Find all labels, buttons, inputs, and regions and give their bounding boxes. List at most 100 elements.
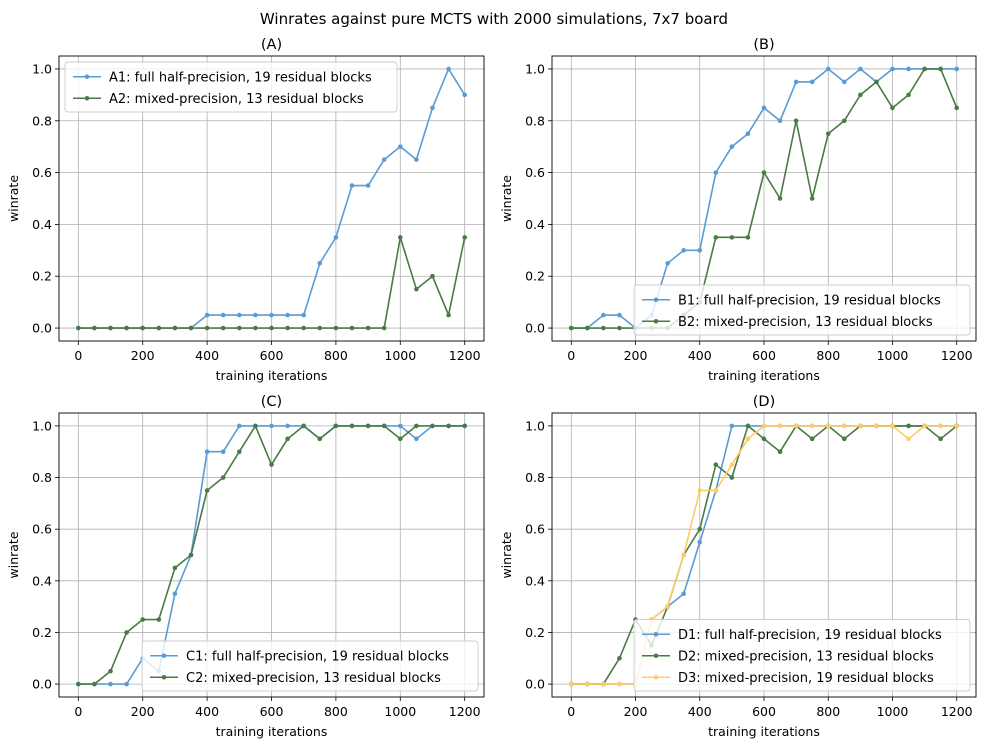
data-point xyxy=(922,423,927,429)
x-tick-label: 800 xyxy=(816,348,840,363)
x-tick-label: 0 xyxy=(74,348,82,363)
data-point xyxy=(568,325,574,331)
data-point xyxy=(253,423,258,429)
data-point xyxy=(858,66,863,72)
x-tick-label: 1000 xyxy=(384,704,416,719)
data-point xyxy=(269,312,274,318)
legend-label: C1: full half-precision, 19 residual blo… xyxy=(186,649,449,664)
data-point xyxy=(777,423,783,429)
y-tick-label: 0.4 xyxy=(32,573,52,588)
data-point xyxy=(825,131,831,137)
data-point xyxy=(761,423,767,429)
legend-marker xyxy=(653,653,659,659)
legend-label: A1: full half-precision, 19 residual blo… xyxy=(109,70,372,85)
data-point xyxy=(414,423,419,429)
legend-label: B1: full half-precision, 19 residual blo… xyxy=(678,293,941,308)
data-point xyxy=(601,325,606,331)
y-tick-label: 0.8 xyxy=(32,470,52,485)
data-point xyxy=(430,273,435,279)
data-point xyxy=(397,144,403,149)
y-tick-label: 1.0 xyxy=(32,418,52,433)
data-point xyxy=(76,681,81,687)
data-point xyxy=(729,423,735,429)
data-point xyxy=(92,681,97,687)
data-point xyxy=(301,312,306,318)
data-point xyxy=(729,462,735,467)
figure-title: Winrates against pure MCTS with 2000 sim… xyxy=(260,10,728,28)
data-point xyxy=(446,312,451,318)
data-point xyxy=(285,325,290,331)
data-point xyxy=(414,286,419,292)
data-point xyxy=(954,105,960,111)
x-tick-label: 0 xyxy=(567,704,575,719)
data-point xyxy=(237,423,242,429)
data-point xyxy=(585,325,590,331)
data-point xyxy=(617,655,622,661)
legend-marker xyxy=(84,95,90,101)
y-tick-label: 0.6 xyxy=(525,522,545,537)
data-point xyxy=(285,423,290,429)
data-point xyxy=(253,325,258,331)
series-1 xyxy=(76,423,467,687)
x-tick-label: 400 xyxy=(688,704,712,719)
data-point xyxy=(825,66,831,72)
data-point xyxy=(381,423,387,429)
data-point xyxy=(76,325,81,331)
legend-box xyxy=(633,619,971,692)
data-point xyxy=(874,423,879,429)
panel-2: 0 200 400 600 800 1000 1200 0.0 0.2 0.4 0.6 0.8 1.0 (… xyxy=(6,394,485,739)
y-tick-label: 0.2 xyxy=(32,269,52,284)
data-point xyxy=(729,144,735,149)
data-point xyxy=(842,79,847,85)
y-tick-label: 0.8 xyxy=(525,470,545,485)
data-point xyxy=(713,235,719,240)
data-point xyxy=(777,118,783,124)
data-point xyxy=(462,423,467,429)
data-point xyxy=(617,325,622,331)
data-point xyxy=(301,423,306,429)
data-point xyxy=(285,312,290,318)
data-point xyxy=(333,235,339,240)
data-point xyxy=(237,449,242,455)
data-point xyxy=(761,105,767,111)
x-tick-label: 1200 xyxy=(941,704,973,719)
x-tick-label: 1000 xyxy=(877,348,909,363)
x-tick-label: 0 xyxy=(74,704,82,719)
legend-label: D3: mixed-precision, 19 residual blocks xyxy=(678,671,934,686)
legend-box xyxy=(64,61,398,113)
panel-1: 0 200 400 600 800 1000 1200 0.0 0.2 0.4 0.6 0.8 1.0 (… xyxy=(499,37,977,383)
data-point xyxy=(842,436,847,442)
legend-label: D2: mixed-precision, 13 residual blocks xyxy=(678,649,934,664)
data-point xyxy=(381,157,387,162)
data-point xyxy=(269,423,274,429)
panel-0: 0 200 400 600 800 1000 1200 0.0 0.2 0.4 0.6 0.8 1.0 (… xyxy=(6,37,485,383)
data-point xyxy=(809,196,815,201)
data-point xyxy=(237,325,242,331)
legend: B1: full half-precision, 19 residual blo… xyxy=(633,284,971,336)
data-point xyxy=(713,462,719,467)
legend: D1: full half-precision, 19 residual blo… xyxy=(633,619,971,692)
data-point xyxy=(568,681,574,687)
data-point xyxy=(365,423,371,429)
data-point xyxy=(665,604,670,609)
data-point xyxy=(365,325,371,331)
data-point xyxy=(204,312,210,318)
data-point xyxy=(842,423,847,429)
data-point xyxy=(777,196,783,201)
data-point xyxy=(954,423,960,429)
data-point xyxy=(204,325,210,331)
data-point xyxy=(462,92,467,98)
data-point xyxy=(317,260,323,266)
y-tick-label: 0.8 xyxy=(32,113,52,128)
data-point xyxy=(745,131,751,137)
data-point xyxy=(729,475,735,480)
data-point xyxy=(462,235,467,240)
data-point xyxy=(825,423,831,429)
series-1 xyxy=(76,235,467,331)
data-point xyxy=(938,66,943,72)
data-point xyxy=(188,325,194,331)
data-point xyxy=(713,488,719,493)
data-point xyxy=(793,118,799,124)
data-point xyxy=(761,436,767,442)
